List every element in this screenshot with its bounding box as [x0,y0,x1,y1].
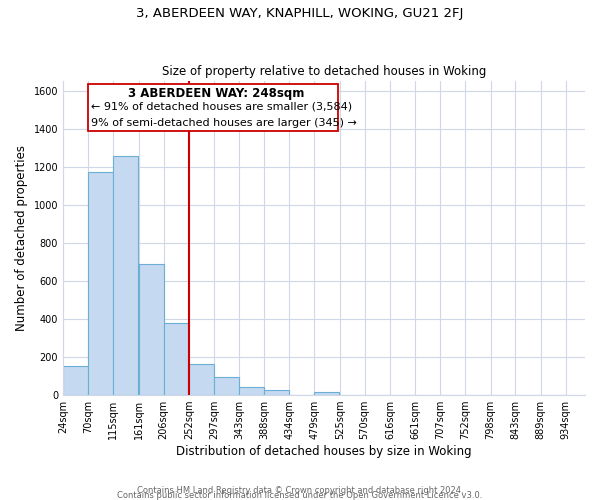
Bar [164,324,188,394]
Bar [63,366,88,394]
Bar [139,264,164,394]
Y-axis label: Number of detached properties: Number of detached properties [15,145,28,331]
Text: 9% of semi-detached houses are larger (345) →: 9% of semi-detached houses are larger (3… [91,118,357,128]
Text: 3, ABERDEEN WAY, KNAPHILL, WOKING, GU21 2FJ: 3, ABERDEEN WAY, KNAPHILL, WOKING, GU21 … [136,8,464,20]
Bar [239,387,264,394]
Bar [88,172,113,394]
Text: Contains HM Land Registry data © Crown copyright and database right 2024.: Contains HM Land Registry data © Crown c… [137,486,463,495]
Text: ← 91% of detached houses are smaller (3,584): ← 91% of detached houses are smaller (3,… [91,102,352,112]
Bar [189,364,214,394]
Title: Size of property relative to detached houses in Woking: Size of property relative to detached ho… [162,66,486,78]
Bar [214,377,239,394]
FancyBboxPatch shape [88,84,338,132]
Bar [264,390,289,394]
Bar [314,392,339,394]
X-axis label: Distribution of detached houses by size in Woking: Distribution of detached houses by size … [176,444,472,458]
Bar [113,156,138,394]
Text: Contains public sector information licensed under the Open Government Licence v3: Contains public sector information licen… [118,490,482,500]
Text: 3 ABERDEEN WAY: 248sqm: 3 ABERDEEN WAY: 248sqm [128,87,304,100]
